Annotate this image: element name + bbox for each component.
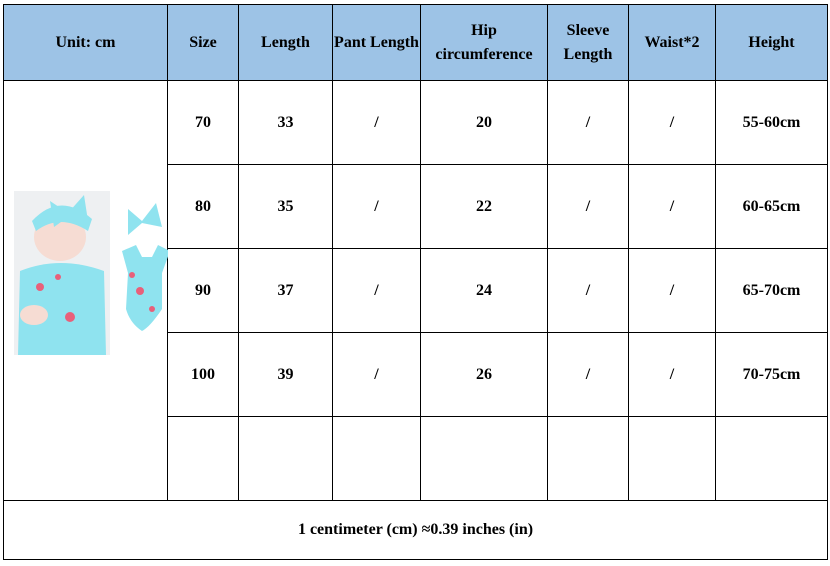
- column-header: Pant Length: [332, 4, 421, 81]
- header-row: Unit: cm Size Length Pant Length Hip circumf…: [3, 4, 828, 81]
- table-cell: /: [628, 164, 716, 249]
- product-image: [14, 191, 168, 355]
- column-header: Sleeve Length: [547, 4, 629, 81]
- table-cell: /: [547, 164, 629, 249]
- conversion-note: 1 centimeter (cm) ≈0.39 inches (in): [3, 500, 828, 560]
- table-cell: 22: [420, 164, 548, 249]
- table-cell: 70: [167, 80, 239, 165]
- table-cell: 20: [420, 80, 548, 165]
- table-cell: 55-60cm: [715, 80, 828, 165]
- table-cell: /: [547, 332, 629, 417]
- table-cell: 37: [238, 248, 333, 333]
- table-cell: 24: [420, 248, 548, 333]
- table-cell: [628, 416, 716, 501]
- column-header: Length: [238, 4, 333, 81]
- table-row: [4, 416, 828, 501]
- column-header: Height: [715, 4, 828, 81]
- table-cell: 39: [238, 332, 333, 417]
- table-cell: [332, 416, 421, 501]
- table-cell: /: [547, 248, 629, 333]
- table-cell: [167, 416, 239, 501]
- table-cell: [547, 416, 629, 501]
- table-cell: 80: [167, 164, 239, 249]
- table-cell: 65-70cm: [715, 248, 828, 333]
- table-cell: /: [547, 80, 629, 165]
- column-header: Unit: cm: [3, 4, 168, 81]
- table-cell: 100: [167, 332, 239, 417]
- table-cell: [715, 416, 828, 501]
- column-header: Hip circumference: [420, 4, 548, 81]
- table-cell: 35: [238, 164, 333, 249]
- product-image-cell: [3, 80, 168, 501]
- table-cell: 26: [420, 332, 548, 417]
- table-cell: /: [332, 248, 421, 333]
- table-row: 100 39/26//70-75cm: [4, 332, 828, 417]
- table-cell: /: [332, 332, 421, 417]
- column-header: Waist*2: [628, 4, 716, 81]
- table-cell: /: [332, 164, 421, 249]
- table-row: 70 33/20//55-60cm: [3, 80, 828, 501]
- table-cell: 70-75cm: [715, 332, 828, 417]
- table-cell: /: [628, 332, 716, 417]
- table-cell: 60-65cm: [715, 164, 828, 249]
- table-cell: /: [628, 80, 716, 165]
- table-row: 80 35/22//60-65cm: [4, 164, 828, 249]
- table-cell: 90: [167, 248, 239, 333]
- table-cell: /: [628, 248, 716, 333]
- table-cell: /: [332, 80, 421, 165]
- table-cell: [420, 416, 548, 501]
- table-cell: 33: [238, 80, 333, 165]
- table-cell: [238, 416, 333, 501]
- column-header: Size: [167, 4, 239, 81]
- size-chart-table: Unit: cm Size Length Pant Length Hip circumf…: [3, 4, 828, 560]
